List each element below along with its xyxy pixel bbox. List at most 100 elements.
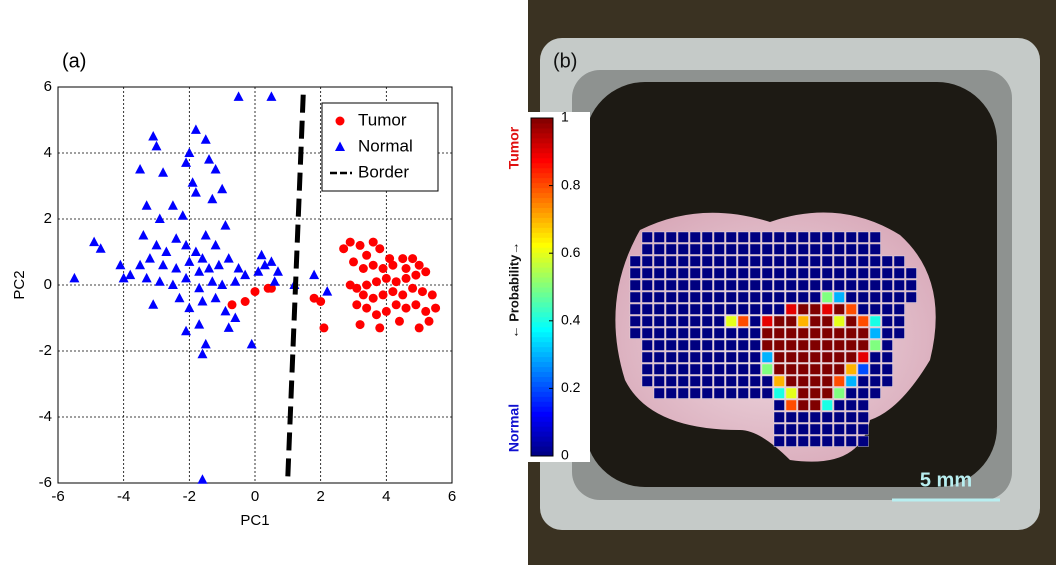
point <box>174 292 185 303</box>
heatmap-cell <box>713 255 725 267</box>
colorbar-segment <box>531 182 553 189</box>
colorbar-middle-label: ← Probability→ <box>506 242 521 339</box>
heatmap-cell <box>857 315 869 327</box>
heatmap-cell <box>665 303 677 315</box>
heatmap-cell <box>725 231 737 243</box>
point <box>141 200 152 210</box>
point <box>207 276 218 286</box>
colorbar-segment <box>531 296 553 303</box>
heatmap-cell <box>905 267 917 279</box>
heatmap-cell <box>773 279 785 291</box>
heatmap-cell <box>737 243 749 255</box>
point <box>266 91 277 101</box>
heatmap-cell <box>881 351 893 363</box>
heatmap-cell <box>893 279 905 291</box>
heatmap-cell <box>845 303 857 315</box>
heatmap-cell <box>689 291 701 303</box>
point <box>141 272 152 283</box>
heatmap-cell <box>677 267 689 279</box>
heatmap-cell <box>869 231 881 243</box>
colorbar-segment <box>531 162 553 169</box>
point <box>421 267 431 277</box>
heatmap-cell <box>845 267 857 279</box>
heatmap-cell <box>749 327 761 339</box>
point <box>388 287 398 297</box>
heatmap-cell <box>809 363 821 375</box>
colorbar-tick-label: 0.6 <box>561 244 581 260</box>
heatmap-cell <box>653 375 665 387</box>
heatmap-cell <box>761 339 773 351</box>
point <box>427 290 437 300</box>
heatmap-cell <box>665 291 677 303</box>
point <box>158 259 169 270</box>
heatmap-cell <box>773 339 785 351</box>
heatmap-cell <box>785 387 797 399</box>
heatmap-cell <box>821 315 833 327</box>
point <box>358 290 368 300</box>
point <box>89 236 100 247</box>
heatmap-cell <box>857 423 869 435</box>
heatmap-cell <box>761 363 773 375</box>
heatmap-cell <box>821 435 833 447</box>
colorbar-segment <box>531 262 553 268</box>
colorbar-segment <box>531 272 553 278</box>
heatmap-cell <box>725 387 737 399</box>
heatmap-cell <box>809 255 821 267</box>
heatmap-cell <box>869 267 881 279</box>
heatmap-cell <box>629 267 641 279</box>
heatmap-cell <box>809 291 821 303</box>
heatmap-cell <box>881 375 893 387</box>
heatmap-cell <box>629 279 641 291</box>
point <box>135 259 146 270</box>
panel-label: (a) <box>62 50 86 72</box>
point <box>246 338 257 349</box>
point <box>151 140 162 151</box>
colorbar-top-label: Tumor <box>506 126 522 169</box>
heatmap-cell <box>833 411 845 423</box>
point <box>167 279 178 289</box>
heatmap-cell <box>737 363 749 375</box>
heatmap-cell <box>857 399 869 411</box>
heatmap-cell <box>737 327 749 339</box>
heatmap-cell <box>869 351 881 363</box>
heatmap-cell <box>665 387 677 399</box>
point <box>408 254 418 264</box>
point <box>355 240 365 250</box>
heatmap-cell <box>737 231 749 243</box>
heatmap-cell <box>641 267 653 279</box>
heatmap-cell <box>869 243 881 255</box>
heatmap-cell <box>809 267 821 279</box>
colorbar-segment <box>531 212 553 218</box>
heatmap-cell <box>761 291 773 303</box>
heatmap-cell <box>773 315 785 327</box>
heatmap-cell <box>665 315 677 327</box>
x-tick-label: 2 <box>316 488 324 505</box>
heatmap-cell <box>833 423 845 435</box>
heatmap-cell <box>797 231 809 243</box>
colorbar-segment <box>531 252 553 258</box>
point <box>181 325 192 336</box>
heatmap-cell <box>881 303 893 315</box>
colorbar-segment <box>531 207 553 213</box>
heatmap-cell <box>821 375 833 387</box>
heatmap-cell <box>701 375 713 387</box>
point <box>414 260 424 270</box>
heatmap-cell <box>833 399 845 411</box>
heatmap-cell <box>725 243 737 255</box>
heatmap-cell <box>773 411 785 423</box>
heatmap-cell <box>653 267 665 279</box>
heatmap-cell <box>821 423 833 435</box>
point <box>272 266 283 276</box>
point <box>158 167 169 177</box>
heatmap-cell <box>797 351 809 363</box>
colorbar-segment <box>531 152 553 159</box>
heatmap-cell <box>761 351 773 363</box>
heatmap-cell <box>737 291 749 303</box>
colorbar-segment <box>531 341 553 348</box>
heatmap-cell <box>809 279 821 291</box>
heatmap-cell <box>641 315 653 327</box>
x-tick-label: 4 <box>382 488 390 505</box>
heatmap-cell <box>857 327 869 339</box>
y-tick-label: -4 <box>39 408 52 425</box>
heatmap-cell <box>797 303 809 315</box>
